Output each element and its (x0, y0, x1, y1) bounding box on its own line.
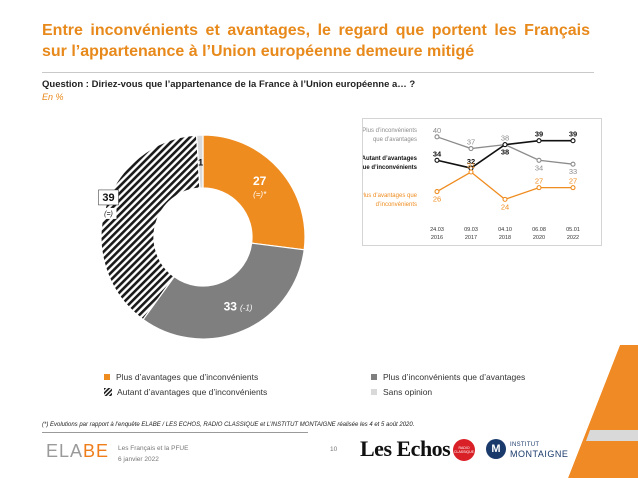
study-name: Les Français et la PFUE (118, 445, 189, 452)
study-info: Les Français et la PFUE 6 janvier 2022 (118, 443, 188, 465)
x-tick-label: 04.10 (498, 227, 512, 233)
footnote: (*) Evolutions par rapport à l’enquête E… (42, 422, 415, 428)
study-date: 6 janvier 2022 (118, 456, 159, 463)
legend-swatch-gray (371, 374, 377, 380)
series-point (536, 185, 542, 191)
series-label: que d’avantages (373, 137, 417, 143)
series-point (434, 134, 440, 140)
series-label: Plus d’avantages que (362, 193, 418, 199)
data-label: 33 (569, 167, 577, 176)
radio-classique-logo: RADIO CLASSIQUE (453, 439, 475, 461)
legend-item-avantages: Plus d’avantages que d’inconvénients (104, 372, 258, 382)
series-label: Plus d’inconvénients (362, 128, 417, 134)
elabe-logo-right: BE (83, 441, 110, 461)
x-tick-label: 2020 (533, 235, 545, 241)
slice-change-label: (=) (104, 211, 113, 218)
series-label: Autant d’avantages (362, 156, 418, 162)
legend-swatch-light (371, 389, 377, 395)
data-label: 38 (501, 134, 509, 143)
data-label: 38 (501, 148, 509, 157)
institut-montaigne-logo: INSTITUT MONTAIGNE (510, 441, 568, 461)
legend-swatch-hatched (104, 388, 112, 396)
series-point (536, 138, 542, 144)
x-tick-label: 2022 (567, 235, 579, 241)
data-label: 34 (535, 163, 543, 172)
series-point (468, 169, 474, 175)
series-label: que d’inconvénients (362, 165, 418, 171)
donut-slice (100, 134, 201, 321)
unit-label: En % (42, 92, 64, 102)
slice-value-label: 27 (253, 174, 267, 188)
legend-item-autant: Autant d’avantages que d’inconvénients (104, 387, 267, 397)
series-label: d’inconvénients (376, 202, 417, 208)
data-label: 34 (433, 149, 442, 158)
elabe-logo: ELABE (46, 441, 109, 462)
title-divider (42, 72, 594, 73)
slice-label-box (98, 189, 119, 206)
les-echos-logo: Les Echos (360, 436, 451, 461)
slice-value-label: 33 (224, 299, 238, 313)
footer-divider (42, 432, 308, 433)
donut-slice (195, 134, 204, 189)
data-label: 37 (467, 138, 475, 147)
montaigne-bottom: MONTAIGNE (510, 449, 569, 459)
data-label: 32 (467, 157, 475, 166)
data-label: 27 (535, 177, 543, 186)
series-point (502, 196, 508, 202)
data-label: 39 (535, 130, 543, 139)
x-tick-label: 2016 (431, 235, 443, 241)
series-line (436, 171, 573, 201)
trend-line-chart: Plus d’inconvénients que d’avantages Autan… (362, 118, 602, 246)
data-label: 27 (569, 177, 577, 186)
x-tick-label: 09.03 (464, 227, 478, 233)
series-point (434, 188, 440, 195)
x-tick-label: 2017 (465, 235, 477, 241)
legend-label: Plus d’inconvénients que d’avantages (383, 372, 526, 382)
slice-change-label: (-1) (240, 303, 253, 312)
series-point (570, 161, 576, 167)
institut-montaigne-mark: M (486, 439, 506, 459)
page-number: 10 (330, 446, 338, 453)
elabe-logo-left: ELA (46, 441, 84, 461)
slice-change-label: (=)* (253, 190, 267, 199)
slice-label-box (100, 207, 117, 219)
data-label: 26 (433, 195, 441, 204)
data-label: 39 (569, 130, 577, 139)
x-tick-label: 05.01 (566, 227, 580, 233)
series-point (570, 185, 576, 191)
data-label: 24 (501, 202, 509, 211)
x-tick-label: 06.08 (532, 227, 546, 233)
legend-label: Sans opinion (383, 387, 433, 397)
page-title: Entre inconvénients et avantages, le reg… (42, 22, 590, 60)
x-tick-label: 24.03 (430, 227, 444, 233)
donut-slice (142, 242, 305, 340)
legend-swatch-orange (104, 374, 110, 380)
series-point (468, 145, 474, 152)
data-label: 31 (467, 161, 475, 170)
legend-label: Autant d’avantages que d’inconvénients (117, 387, 268, 397)
legend-label: Plus d’avantages que d’inconvénients (116, 372, 259, 382)
question-text: Question : Diriez-vous que l’appartenanc… (42, 79, 416, 90)
legend-item-sans-opinion: Sans opinion (371, 387, 432, 397)
slice-value-label: 39 (102, 192, 114, 204)
legend-item-inconvenients: Plus d’inconvénients que d’avantages (371, 372, 525, 382)
series-point (434, 157, 440, 163)
data-label: 40 (433, 126, 441, 135)
series-point (570, 138, 576, 144)
slice-value-label: 1 (198, 158, 203, 168)
series-point (536, 157, 542, 163)
montaigne-top: INSTITUT (510, 442, 540, 448)
series-point (502, 142, 508, 148)
elabe-decoration-icon (560, 345, 638, 478)
x-tick-label: 2018 (499, 235, 511, 241)
donut-slice (202, 134, 306, 251)
